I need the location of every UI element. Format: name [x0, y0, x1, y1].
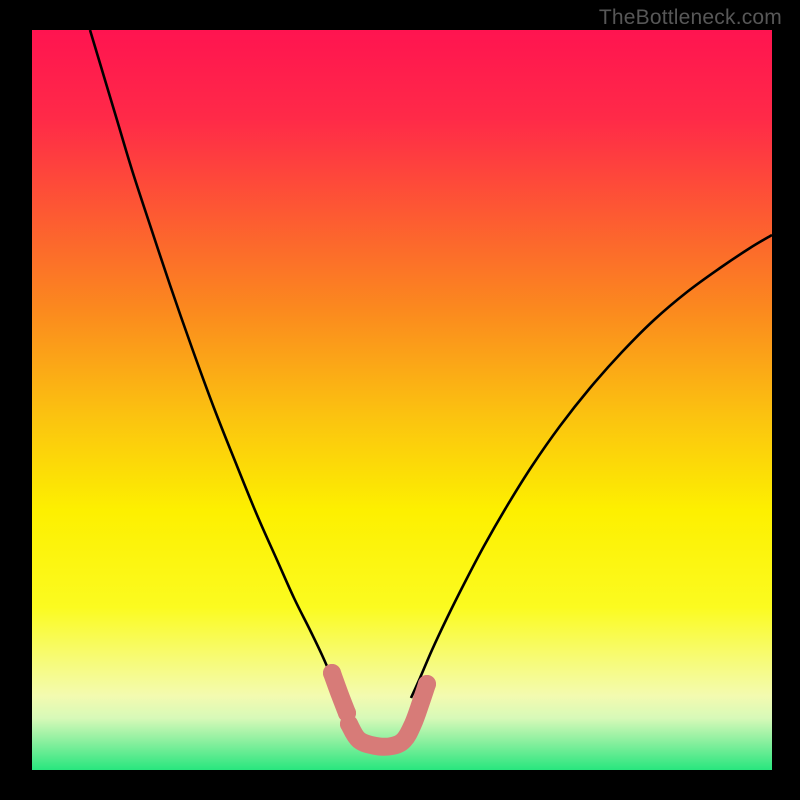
- plot-area: [32, 30, 772, 770]
- watermark-text: TheBottleneck.com: [599, 6, 782, 30]
- curve-layer: [32, 30, 772, 770]
